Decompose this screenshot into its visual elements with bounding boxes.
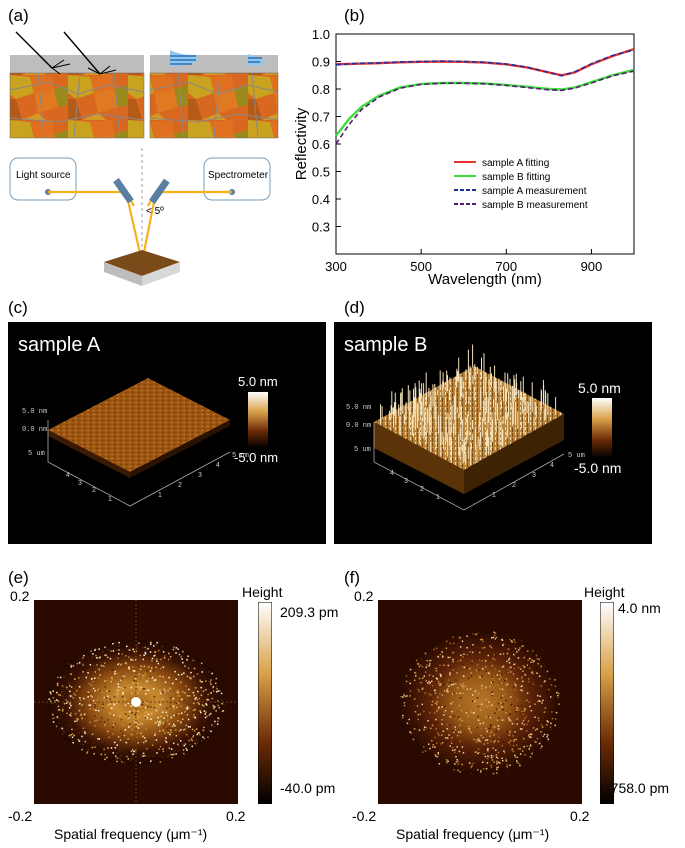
tick-y2-a: 2 [92, 487, 96, 494]
fft-a-y-top: 0.2 [10, 588, 30, 604]
fft-b-y-top: 0.2 [354, 588, 374, 604]
cbar-max-b: 5.0 nm [578, 380, 621, 396]
z-mid-a: 0.0 nm [22, 426, 48, 434]
legend-label-3: sample A measurement [482, 186, 587, 197]
cbar-min-b: -5.0 nm [574, 460, 622, 476]
y-tick-label: 0.6 [312, 137, 330, 152]
fft-b-x-right: 0.2 [570, 808, 590, 824]
grain-block-right [149, 50, 279, 139]
panel-label-c: (c) [8, 298, 28, 317]
panel-label-d: (d) [344, 298, 365, 317]
panel-label-f: (f) [344, 568, 361, 587]
y-tick-label: 0.4 [312, 192, 330, 207]
tick-x1-b: 1 [492, 492, 496, 499]
colorbar-b [592, 398, 612, 458]
y-tick-label: 0.5 [312, 165, 330, 180]
series-line-4 [335, 70, 635, 145]
panel-label-b: (b) [344, 6, 365, 25]
tick-x1-a: 1 [158, 492, 162, 499]
plot-frame [335, 33, 635, 255]
cbar-max-a: 5.0 nm [238, 374, 278, 389]
z-mid-b: 0.0 nm [346, 422, 372, 430]
fft-a-height-label: Height [242, 584, 283, 600]
tick-y4-b: 4 [390, 470, 394, 477]
afm-title-b: sample B [344, 334, 428, 356]
afm-surface-a [48, 378, 230, 472]
y-tick-label: 0.3 [312, 220, 330, 235]
tick-y4-a: 4 [66, 472, 70, 479]
corner-left-b: 5 um [354, 446, 371, 454]
legend-label-4: sample B measurement [482, 200, 588, 211]
tick-x3-b: 3 [532, 472, 536, 479]
fft-a-min: -40.0 pm [280, 780, 336, 796]
tick-x4-b: 4 [550, 462, 554, 469]
panel-label-a: (a) [8, 6, 29, 25]
y-tick-label: 0.7 [312, 110, 330, 125]
fft-b-max: 4.0 nm [618, 600, 661, 616]
series-line-3 [335, 49, 635, 77]
panel-label-e: (e) [8, 568, 29, 587]
fft-b-colorbar [600, 602, 614, 804]
corner-left-a: 5 um [28, 450, 45, 458]
legend-label-1: sample A fitting [482, 158, 549, 169]
afm-image-sample-a: sample A 5.0 nm -5.0 nm [8, 322, 326, 544]
reflectivity-chart: 0.3 0.4 0.5 0.6 0.7 0.8 0.9 1.0 300 500 700 900 Re… [293, 27, 635, 288]
y-tick-label: 1.0 [312, 27, 330, 42]
tick-y2-b: 2 [420, 486, 424, 493]
x-tick-label: 500 [410, 259, 432, 274]
spectrometer-label: Spectrometer [208, 170, 269, 181]
fft-a-colorbar [258, 602, 272, 804]
fft-a-x-left: -0.2 [8, 808, 33, 824]
fft-b-x-left: -0.2 [352, 808, 377, 824]
fft-b-min: -758.0 pm [606, 780, 670, 796]
afm-image-sample-b: sample B 5.0 nm -5.0 nm 5.0 nm 0.0 nm 5 … [334, 322, 652, 544]
x-tick-label: 900 [581, 259, 603, 274]
tick-x2-a: 2 [178, 482, 182, 489]
tick-y3-a: 3 [78, 480, 82, 487]
z-top-a: 5.0 nm [22, 408, 48, 416]
tick-x3-a: 3 [198, 472, 202, 479]
z-top-b: 5.0 nm [346, 404, 372, 412]
optical-setup-schematic [9, 31, 279, 286]
fft-b-x-label: Spatial frequency (μm⁻¹) [396, 826, 550, 842]
tick-y3-b: 3 [404, 478, 408, 485]
tick-y1-b: 1 [436, 494, 440, 501]
corner-right-b: 5 um [568, 452, 585, 460]
light-source-label: Light source [16, 170, 71, 181]
fft-map-sample-b [378, 600, 582, 804]
x-tick-label: 700 [495, 259, 517, 274]
fft-a-x-right: 0.2 [226, 808, 246, 824]
legend-label-2: sample B fitting [482, 172, 550, 183]
y-tick-label: 0.9 [312, 55, 330, 70]
tick-y1-a: 1 [108, 496, 112, 503]
tick-x2-b: 2 [512, 482, 516, 489]
x-axis-label: Wavelength (nm) [428, 271, 542, 288]
y-tick-label: 0.8 [312, 82, 330, 97]
tick-x4-a: 4 [216, 462, 220, 469]
angle-label: < 5º [146, 206, 164, 217]
afm-title-a: sample A [18, 334, 101, 356]
x-tick-label: 300 [325, 259, 347, 274]
colorbar-a [248, 392, 268, 448]
y-axis-label: Reflectivity [293, 107, 310, 180]
fft-map-sample-a [34, 600, 238, 804]
cbar-min-a: -5.0 nm [234, 450, 279, 465]
corner-right-a: 5 um [232, 452, 249, 460]
fft-a-x-label: Spatial frequency (μm⁻¹) [54, 826, 208, 842]
spectroscopy-setup [9, 148, 271, 286]
fft-a-max: 209.3 pm [280, 604, 339, 620]
fft-b-height-label: Height [584, 584, 625, 600]
grain-block-left [9, 31, 145, 139]
